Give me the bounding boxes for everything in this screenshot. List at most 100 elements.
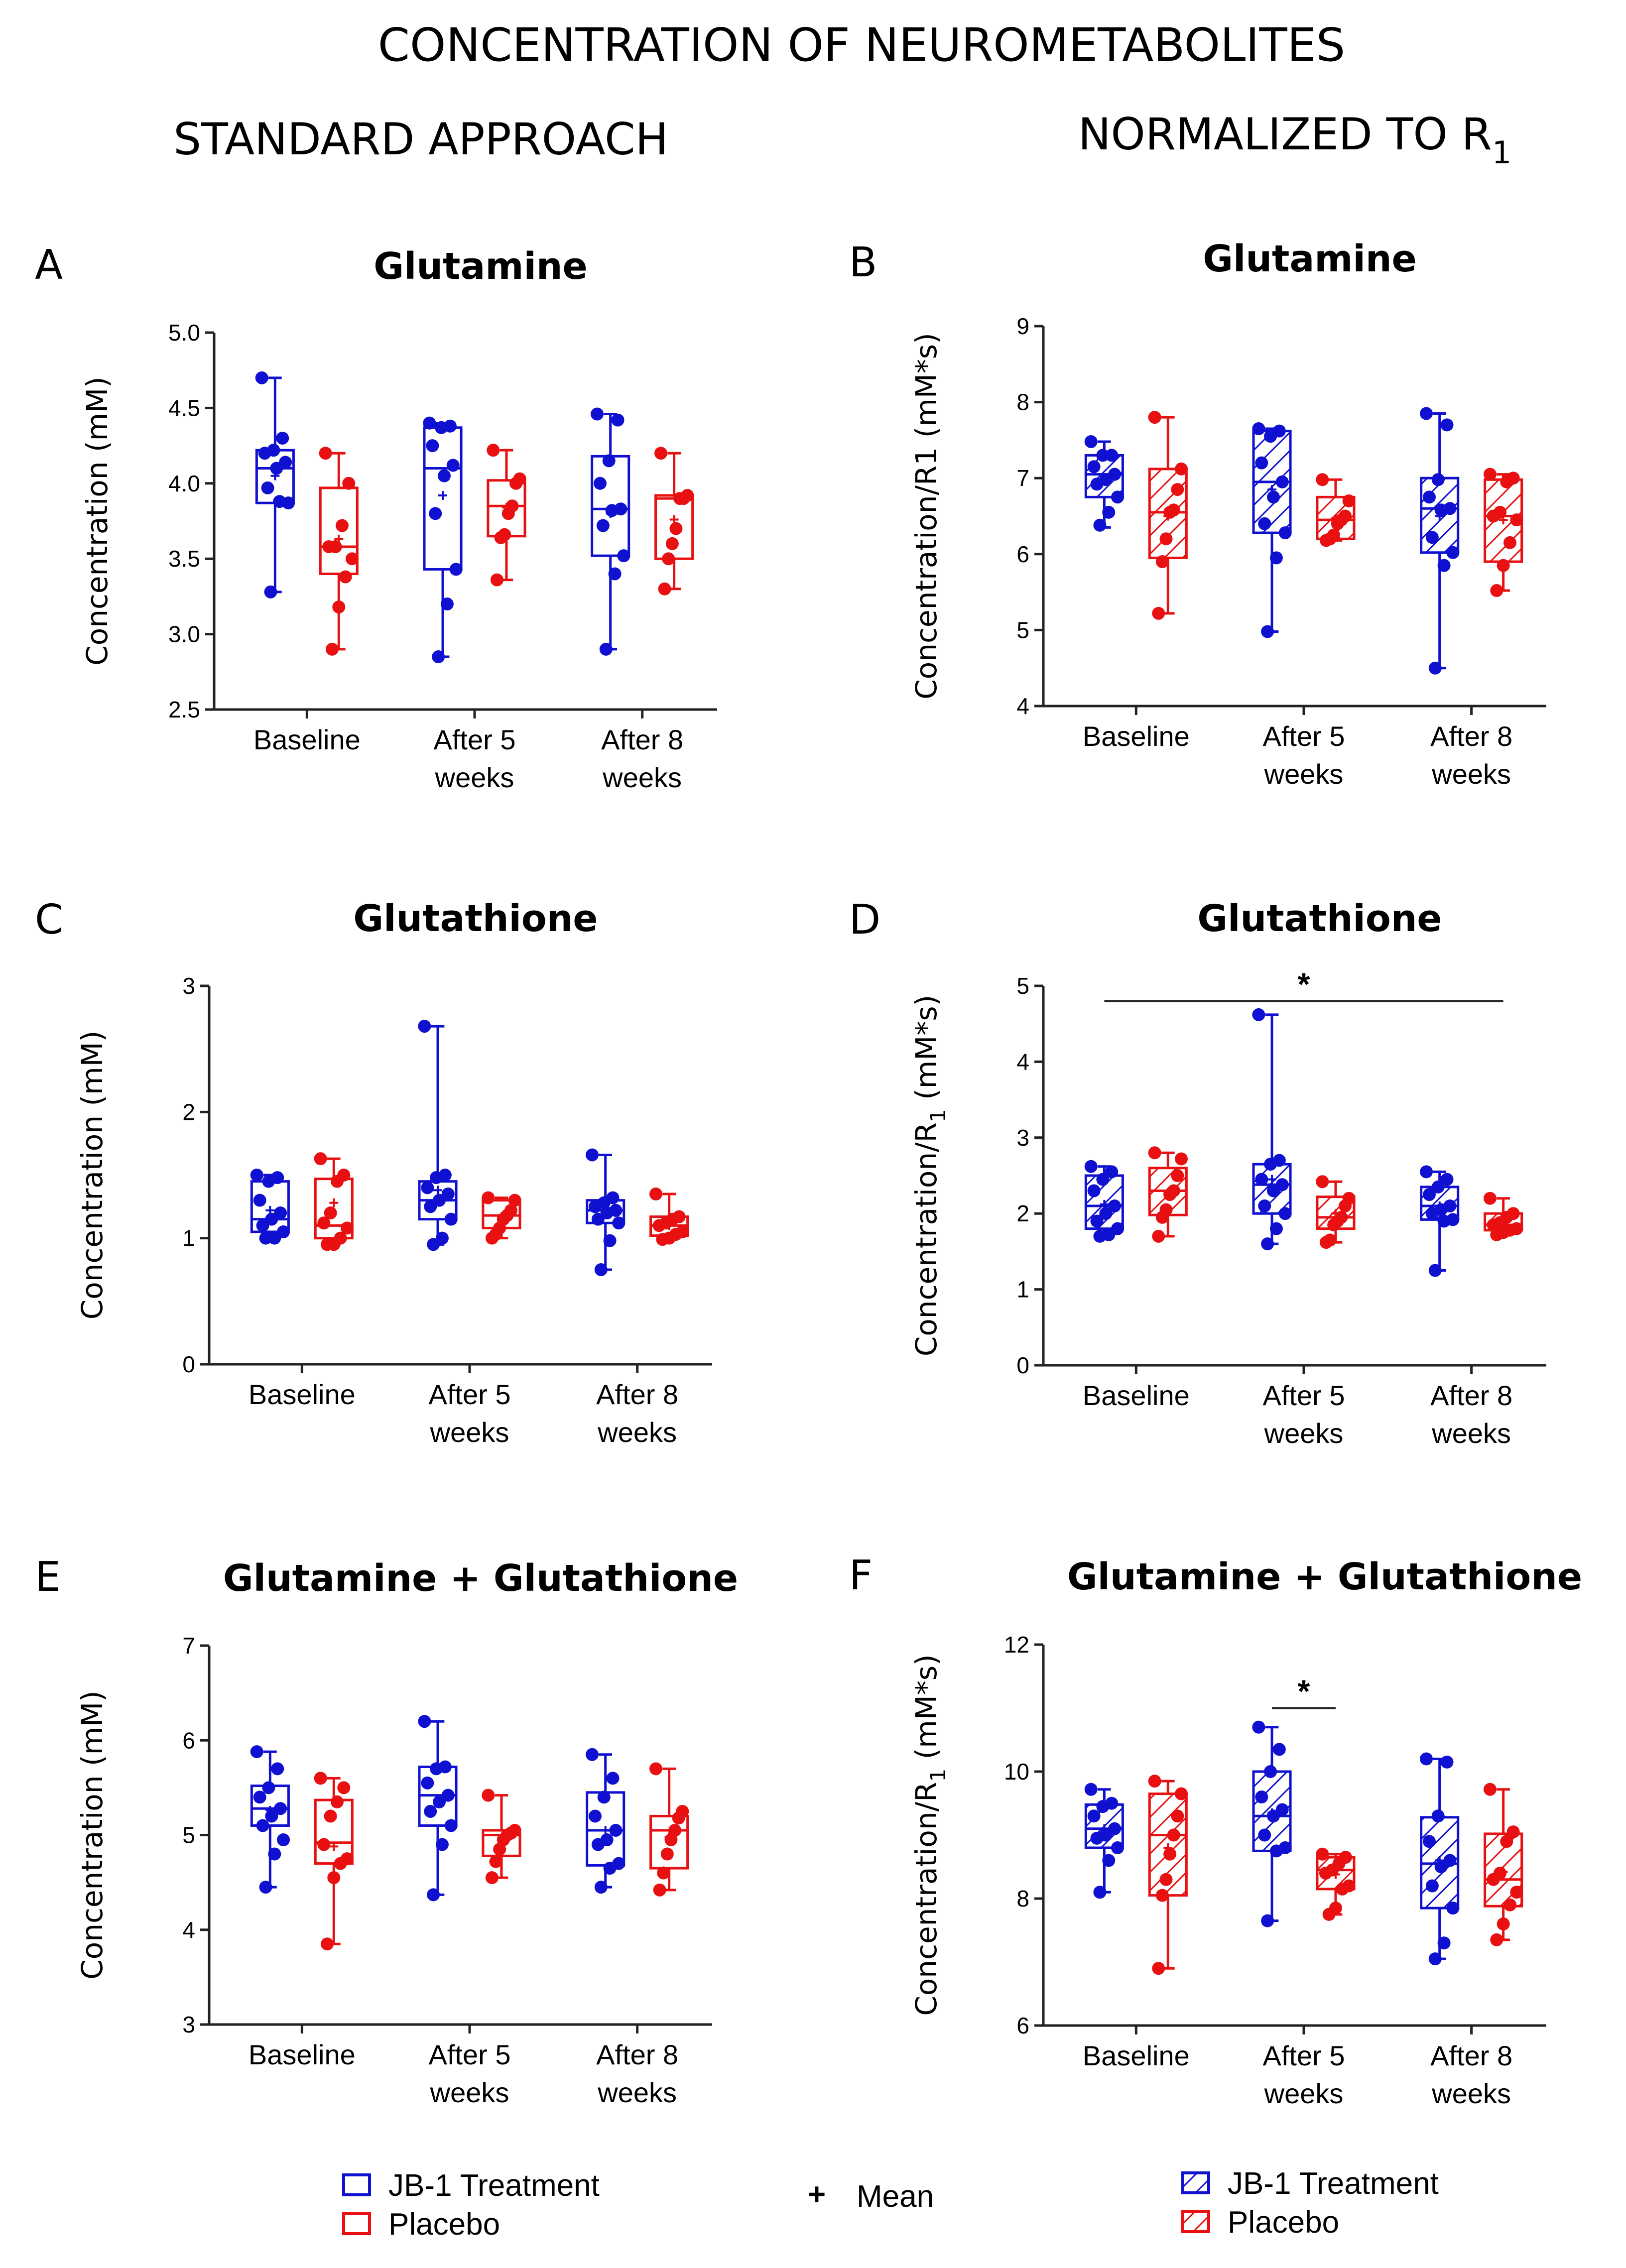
treatment-data-point: [617, 549, 630, 563]
panel-title: Glutamine + Glutathione: [223, 1557, 738, 1600]
treatment-data-point: [605, 504, 619, 517]
treatment-data-point: [1278, 1207, 1292, 1220]
treatment-data-point: [1087, 1184, 1101, 1197]
treatment-data-point: [449, 563, 463, 576]
treatment-data-point: [437, 469, 451, 482]
placebo-data-point: [1506, 1825, 1520, 1839]
x-category-label: weeks: [1264, 1418, 1344, 1449]
x-category-label: After 8: [596, 2039, 678, 2070]
y-tick-label: 3.5: [168, 546, 200, 572]
y-axis-label: Concentration (mM): [80, 376, 114, 666]
treatment-data-point: [1434, 1860, 1448, 1874]
y-tick-label: 0: [182, 1351, 195, 1377]
treatment-data-point: [256, 1219, 269, 1232]
treatment-data-point: [1252, 1008, 1265, 1021]
treatment-data-point: [430, 1762, 443, 1776]
treatment-data-point: [261, 481, 274, 494]
placebo-data-point: [1490, 1228, 1503, 1241]
treatment-data-point: [1261, 1237, 1274, 1251]
x-category-label: After 8: [1430, 1380, 1512, 1411]
legend-left-treatment-swatch: [342, 2173, 371, 2196]
placebo-data-point: [1163, 505, 1177, 519]
treatment-data-point: [256, 1819, 269, 1832]
treatment-data-point: [1266, 490, 1280, 504]
treatment-data-point: [1099, 1207, 1113, 1220]
x-category-label: weeks: [1264, 758, 1344, 790]
placebo-data-point: [345, 552, 359, 566]
x-category-label: weeks: [430, 1417, 509, 1448]
treatment-data-point: [271, 1762, 284, 1776]
treatment-data-point: [1440, 418, 1454, 432]
placebo-data-point: [1503, 1898, 1516, 1911]
treatment-data-point: [1420, 1752, 1433, 1766]
placebo-data-point: [1159, 532, 1173, 546]
legend-mean-label: Mean: [857, 2179, 934, 2214]
panel-letter: A: [35, 241, 63, 289]
treatment-data-point: [1090, 477, 1104, 491]
placebo-data-point: [1497, 1917, 1510, 1930]
y-tick-label: 5.0: [168, 320, 200, 346]
treatment-data-point: [1087, 460, 1101, 474]
significance-label: *: [1298, 966, 1310, 1002]
legend-right-placebo-swatch: [1181, 2210, 1210, 2233]
treatment-data-point: [424, 1200, 437, 1213]
placebo-data-point: [509, 477, 523, 490]
y-tick-label: 12: [1004, 1632, 1029, 1658]
treatment-data-point: [1437, 1936, 1451, 1950]
treatment-data-point: [1252, 422, 1265, 436]
right-heading-subscript: 1: [1492, 134, 1511, 171]
treatment-data-point: [1431, 1809, 1445, 1823]
treatment-data-point: [253, 1791, 266, 1804]
placebo-data-point: [1171, 483, 1184, 496]
placebo-data-point: [665, 537, 679, 550]
treatment-data-point: [1440, 1173, 1454, 1186]
placebo-data-point: [339, 570, 352, 584]
treatment-data-point: [1261, 1914, 1274, 1927]
placebo-data-point: [669, 522, 683, 535]
placebo-data-point: [1174, 1787, 1188, 1800]
y-axis-label-text: Concentration (mM): [80, 376, 114, 666]
treatment-data-point: [1269, 1844, 1283, 1858]
treatment-data-point: [1105, 1165, 1119, 1179]
right-column-heading: NORMALIZED TO R1: [1078, 109, 1512, 171]
treatment-data-point: [1255, 456, 1268, 470]
panel-letter: E: [35, 1553, 61, 1601]
treatment-data-point: [426, 439, 439, 453]
treatment-data-point: [1111, 490, 1125, 504]
placebo-data-point: [342, 477, 356, 490]
treatment-data-point: [1096, 449, 1110, 462]
y-tick-label: 8: [1016, 1886, 1029, 1911]
y-tick-label: 1: [182, 1225, 195, 1251]
placebo-data-point: [1155, 555, 1169, 569]
panel-title: Glutamine: [1203, 238, 1416, 280]
treatment-data-point: [591, 1838, 605, 1851]
treatment-data-point: [423, 416, 436, 430]
placebo-data-point: [658, 582, 671, 596]
y-tick-label: 5: [1016, 973, 1029, 999]
treatment-data-point: [1084, 1783, 1098, 1796]
treatment-data-point: [1425, 1207, 1439, 1220]
y-axis-label-subscript: 1: [926, 1109, 950, 1122]
treatment-data-point: [259, 1881, 272, 1894]
placebo-data-point: [485, 1871, 499, 1885]
treatment-data-point: [255, 371, 268, 384]
y-tick-label: 3: [1016, 1125, 1029, 1151]
treatment-data-point: [276, 431, 289, 445]
treatment-data-point: [418, 1715, 431, 1728]
legend-mean: + Mean: [808, 2177, 934, 2214]
y-tick-label: 7: [182, 1633, 195, 1659]
treatment-data-point: [1269, 1222, 1283, 1235]
placebo-data-point: [482, 1191, 495, 1204]
y-axis-label-text: Concentration/R: [909, 1782, 943, 2016]
treatment-data-point: [611, 413, 625, 427]
placebo-data-point: [1487, 1873, 1500, 1886]
x-category-label: After 5: [429, 2039, 511, 2070]
placebo-data-point: [654, 447, 667, 460]
placebo-data-point: [1500, 475, 1513, 488]
placebo-data-point: [672, 1811, 685, 1825]
y-axis-label-units: (mM*s): [909, 995, 943, 1109]
placebo-data-point: [1148, 1146, 1161, 1160]
placebo-data-point: [1483, 468, 1497, 481]
placebo-data-point: [1331, 517, 1344, 530]
treatment-data-point: [594, 1881, 608, 1894]
